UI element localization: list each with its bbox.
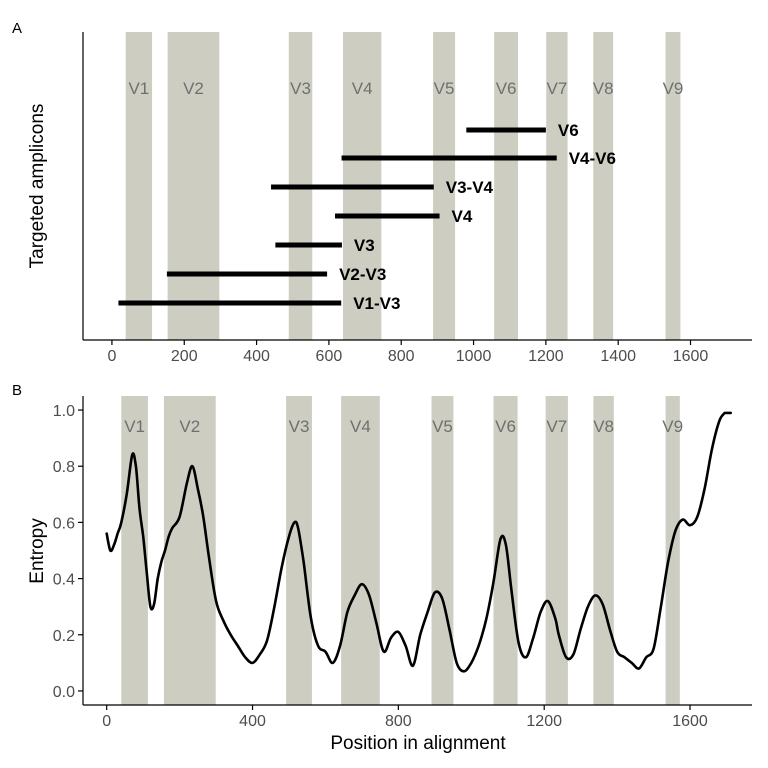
- region-label-v4: V4: [352, 79, 373, 98]
- region-label-v6: V6: [495, 417, 516, 436]
- amplicon-label-v4: V4: [452, 207, 473, 226]
- panel-a-amplicon-bars: V6 V4-V6 V3-V4 V4 V3 V2-V3 V1-V3: [118, 121, 616, 313]
- panel-b-y-tick-label: 0.6: [53, 515, 75, 532]
- panel-a-x-ticks: 0 200 400 600 800 1000 1200 1400 1600: [107, 340, 708, 365]
- panel-b-y-ticks: 0.0 0.2 0.4 0.6 0.8 1.0: [53, 403, 83, 701]
- region-band-v8: [593, 32, 614, 340]
- panel-a-region-bands: V1 V2 V3 V4 V5 V6 V7 V8 V9: [125, 32, 684, 340]
- panel-a-x-tick-label: 400: [243, 348, 270, 365]
- panel-a-x-tick-label: 600: [316, 348, 343, 365]
- region-label-v1: V1: [124, 417, 145, 436]
- panel-a-axes: [82, 32, 752, 341]
- region-label-v6: V6: [496, 79, 517, 98]
- region-band-v2: [167, 32, 220, 340]
- region-band-v9: [665, 32, 681, 340]
- panel-b-x-tick-label: 1200: [526, 713, 562, 730]
- region-label-v7: V7: [546, 417, 567, 436]
- region-label-v9: V9: [662, 417, 683, 436]
- region-label-v4: V4: [350, 417, 371, 436]
- region-label-v3: V3: [290, 79, 311, 98]
- panel-a-x-tick-label: 200: [171, 348, 198, 365]
- entropy-line: [105, 411, 732, 673]
- panel-a-x-tick-label: 1200: [528, 348, 564, 365]
- panel-b-y-axis-title: Entropy: [27, 518, 48, 584]
- panel-b-axes: [82, 396, 752, 706]
- region-band-v3: [286, 396, 312, 705]
- panel-a-x-tick-label: 800: [388, 348, 415, 365]
- region-band-v7: [545, 396, 568, 705]
- panel-b-y-tick-label: 0.8: [53, 459, 75, 476]
- region-band-v8: [593, 396, 614, 705]
- amplicon-label-v4-v6: V4-V6: [569, 149, 616, 168]
- region-band-v9: [665, 396, 680, 705]
- region-band-v5: [431, 396, 454, 705]
- panel-a-x-tick-label: 1400: [600, 348, 636, 365]
- region-label-v8: V8: [593, 417, 614, 436]
- panel-a-tag: A: [12, 20, 22, 37]
- panel-b-y-tick-label: 0.4: [53, 572, 75, 589]
- region-label-v2: V2: [183, 79, 204, 98]
- region-label-v1: V1: [128, 79, 149, 98]
- region-band-v1: [125, 32, 153, 340]
- region-label-v3: V3: [289, 417, 310, 436]
- panel-b-x-axis-title: Position in alignment: [330, 733, 506, 754]
- region-label-v5: V5: [432, 417, 453, 436]
- amplicon-label-v6: V6: [558, 121, 579, 140]
- panel-b-x-tick-label: 1600: [672, 713, 708, 730]
- panel-b-y-tick-label: 1.0: [53, 403, 75, 420]
- panel-b-x-tick-label: 400: [239, 713, 266, 730]
- region-label-v2: V2: [179, 417, 200, 436]
- panel-b-y-tick-label: 0.2: [53, 628, 75, 645]
- region-label-v9: V9: [663, 79, 684, 98]
- region-band-v4: [341, 396, 380, 705]
- panel-b-x-tick-label: 0: [102, 713, 111, 730]
- amplicon-label-v1-v3: V1-V3: [353, 294, 400, 313]
- region-label-v7: V7: [547, 79, 568, 98]
- panel-b-region-bands: V1 V2 V3 V4 V5 V6 V7 V8 V9: [121, 396, 683, 705]
- panel-a-x-tick-label: 1600: [673, 348, 709, 365]
- amplicon-label-v3-v4: V3-V4: [446, 178, 494, 197]
- panel-a-x-tick-label: 1000: [456, 348, 492, 365]
- amplicon-label-v3: V3: [354, 236, 375, 255]
- panel-a-y-axis-title: Targeted amplicons: [27, 104, 48, 269]
- panel-b-x-ticks: 0 400 800 1200 1600: [102, 705, 708, 730]
- panel-b-y-tick-label: 0.0: [53, 684, 75, 701]
- region-band-v6: [494, 32, 519, 340]
- panel-a-x-tick-label: 0: [107, 348, 116, 365]
- region-label-v5: V5: [434, 79, 455, 98]
- amplicon-label-v2-v3: V2-V3: [339, 265, 386, 284]
- region-label-v8: V8: [593, 79, 614, 98]
- region-band-v5: [433, 32, 456, 340]
- panel-b-x-tick-label: 800: [385, 713, 412, 730]
- region-band-v7: [546, 32, 568, 340]
- panel-b-tag: B: [12, 382, 22, 399]
